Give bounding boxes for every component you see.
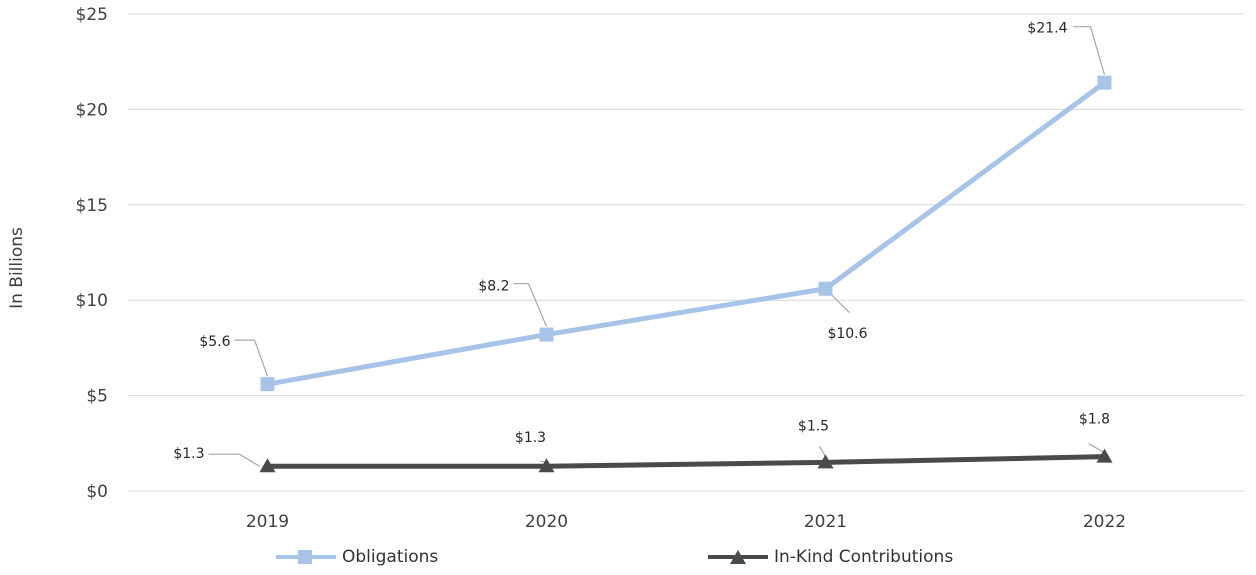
line-chart: $0 $5 $10 $15 $20 $25 2019 2020 2021 2022 In Bil…	[7, 5, 1244, 532]
y-axis-label: In Billions	[7, 227, 27, 309]
leader-line	[234, 339, 269, 377]
legend-swatch-in-kind	[708, 549, 768, 565]
data-point	[1096, 448, 1113, 463]
data-point	[539, 327, 554, 342]
legend-item-in-kind: In-Kind Contributions	[708, 547, 953, 567]
legend-label-in-kind: In-Kind Contributions	[774, 547, 954, 567]
data-label: $21.4	[1027, 21, 1067, 37]
leader-line	[513, 282, 548, 327]
leader-line	[818, 446, 827, 457]
y-tick-label: $25	[76, 5, 108, 25]
x-tick-label: 2021	[804, 512, 847, 532]
gridlines	[128, 13, 1244, 492]
data-point	[817, 454, 834, 469]
legend-swatch-obligations	[276, 549, 336, 565]
x-tick-label: 2019	[246, 512, 289, 532]
legend-label-obligations: Obligations	[342, 547, 439, 567]
y-tick-label: $0	[86, 482, 108, 502]
data-point	[1097, 75, 1112, 90]
y-tick-label: $15	[76, 196, 108, 216]
series-line-0	[267, 80, 1106, 387]
data-labels: $5.6 $8.2 $10.6 $21.4 $1.3 $1.3 $1.5 $1.8	[173, 21, 1110, 463]
data-point	[538, 458, 555, 473]
data-point	[818, 281, 833, 296]
x-tick-label: 2020	[525, 512, 568, 532]
legend-item-obligations: Obligations	[276, 547, 438, 567]
y-axis-ticks: $0 $5 $10 $15 $20 $25	[76, 5, 108, 502]
data-label: $1.8	[1079, 412, 1110, 428]
leader-line	[1073, 26, 1106, 75]
legend: Obligations In-Kind Contributions	[0, 547, 1256, 575]
data-label: $8.2	[478, 279, 509, 295]
x-axis-ticks: 2019 2020 2021 2022	[246, 512, 1126, 532]
leader-line	[831, 294, 850, 314]
data-label: $10.6	[827, 326, 867, 342]
series-line-1	[267, 454, 1105, 469]
data-point	[260, 377, 275, 392]
y-tick-label: $5	[86, 387, 108, 407]
data-label: $1.3	[173, 446, 204, 462]
y-tick-label: $20	[76, 100, 108, 120]
data-label: $1.3	[515, 430, 546, 446]
data-label-leaders	[208, 26, 1106, 467]
leader-line	[1088, 443, 1105, 454]
data-label: $1.5	[798, 418, 829, 434]
y-tick-label: $10	[76, 291, 108, 311]
series-group	[259, 75, 1113, 473]
data-point	[259, 458, 276, 473]
x-tick-label: 2022	[1083, 512, 1126, 532]
leader-line	[208, 453, 260, 467]
data-label: $5.6	[199, 334, 230, 350]
